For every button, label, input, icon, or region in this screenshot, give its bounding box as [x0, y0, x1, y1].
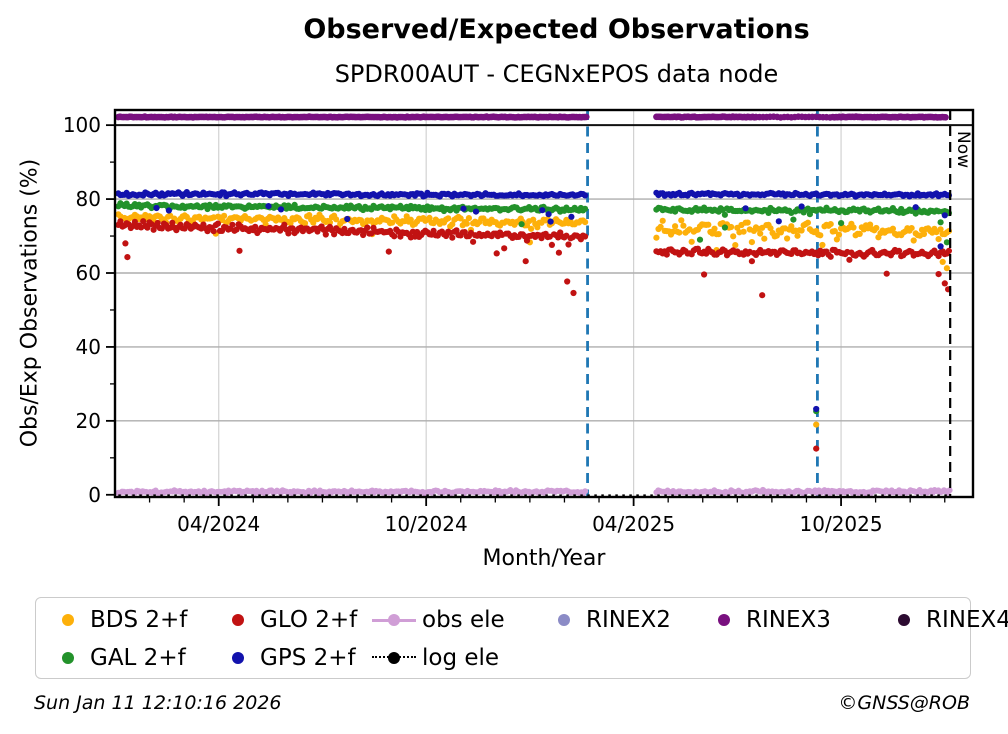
- chart-canvas: Now 0 20 40 60 80 100 04/2024 10/2024 04/2025 10/2…: [63, 108, 975, 536]
- series-RINEX3: [115, 113, 949, 121]
- y-tick-label: 80: [76, 187, 101, 211]
- legend-label: RINEX4: [926, 607, 1008, 633]
- x-tick-label: 04/2024: [177, 512, 260, 536]
- legend-dot-icon: [898, 614, 910, 626]
- legend-item-gps-2-f[interactable]: GPS 2+f: [226, 642, 356, 674]
- legend-item-obs-ele[interactable]: obs ele: [372, 604, 505, 636]
- chart-subtitle: SPDR00AUT - CEGNxEPOS data node: [334, 60, 779, 88]
- legend-label: GPS 2+f: [260, 645, 356, 671]
- y-tick-label: 40: [76, 335, 101, 359]
- series-GLO-2-f: [115, 218, 953, 452]
- legend-item-bds-2-f[interactable]: BDS 2+f: [56, 604, 187, 636]
- legend-box: BDS 2+f GLO 2+f obs ele RINEX2 RINEX3 RINEX4 G…: [35, 597, 1008, 679]
- series-GAL-2-f: [115, 200, 953, 415]
- x-tick-label: 04/2025: [592, 512, 675, 536]
- legend-item-log-ele[interactable]: log ele: [372, 642, 499, 674]
- chart-title: Observed/Expected Observations: [303, 14, 810, 45]
- y-tick-label: 20: [76, 409, 101, 433]
- legend-label: log ele: [422, 645, 500, 671]
- legend-item-glo-2-f[interactable]: GLO 2+f: [226, 604, 357, 636]
- legend-dot-icon: [558, 614, 570, 626]
- x-tick-label: 10/2024: [385, 512, 468, 536]
- x-axis-label: Month/Year: [482, 546, 606, 571]
- legend-label: RINEX2: [586, 607, 671, 633]
- series-BDS-2-f: [115, 211, 953, 428]
- legend-dotted-line-icon: [372, 651, 416, 665]
- legend-label: BDS 2+f: [90, 607, 188, 633]
- plot-timestamp: Sun Jan 11 12:10:16 2026: [34, 692, 282, 714]
- legend-line-icon: [372, 613, 416, 627]
- plot-frame: [113, 108, 975, 499]
- x-tick-label: 10/2025: [800, 512, 883, 536]
- legend-label: obs ele: [422, 607, 505, 633]
- legend-item-gal-2-f[interactable]: GAL 2+f: [56, 642, 186, 674]
- legend-label: GAL 2+f: [90, 645, 186, 671]
- series-obs-ele: [115, 486, 953, 497]
- legend-item-rinex4[interactable]: RINEX4: [892, 604, 1008, 636]
- legend-item-rinex3[interactable]: RINEX3: [712, 604, 831, 636]
- copyright-credit: ©GNSS@ROB: [838, 692, 970, 714]
- legend-label: RINEX3: [746, 607, 831, 633]
- y-tick-label: 0: [88, 483, 101, 507]
- legend-dot-icon: [232, 652, 244, 664]
- series-GPS-2-f: [115, 189, 953, 413]
- legend-dot-icon: [718, 614, 730, 626]
- y-tick-label: 100: [63, 113, 101, 137]
- legend-label: GLO 2+f: [260, 607, 358, 633]
- y-tick-label: 60: [76, 261, 101, 285]
- data-series-group: [115, 113, 953, 497]
- now-label: Now: [953, 131, 973, 168]
- legend-item-rinex2[interactable]: RINEX2: [552, 604, 671, 636]
- legend-dot-icon: [232, 614, 244, 626]
- legend-dot-icon: [62, 614, 74, 626]
- legend-dot-icon: [62, 652, 74, 664]
